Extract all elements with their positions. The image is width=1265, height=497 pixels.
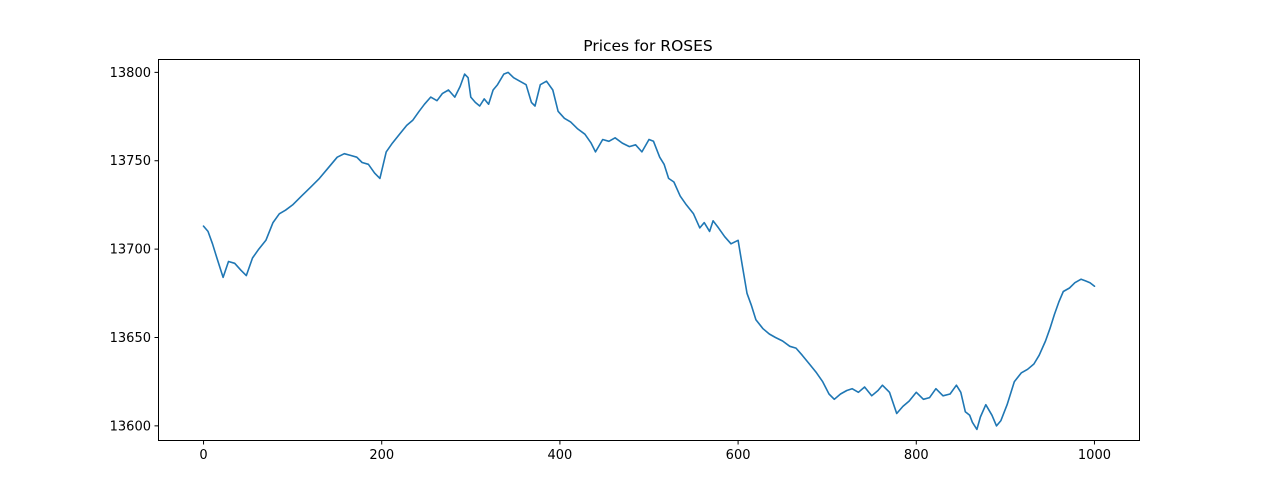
x-tick-label: 600 <box>726 448 751 463</box>
y-tick-label: 13800 <box>110 66 151 81</box>
chart-title: Prices for ROSES <box>583 37 713 55</box>
price-series-line <box>202 71 1096 431</box>
x-tick-label: 400 <box>547 448 572 463</box>
plot-area <box>202 71 1096 431</box>
axis-ticks: 0 200 400 600 800 1000 13600 13650 13700 13750 138… <box>110 66 1111 463</box>
y-tick-label: 13700 <box>110 243 151 258</box>
x-tick-label: 0 <box>199 448 207 463</box>
x-tick-label: 800 <box>904 448 929 463</box>
y-tick-label: 13600 <box>110 419 151 434</box>
x-tick-label: 200 <box>369 448 394 463</box>
x-tick-label: 1000 <box>1078 448 1111 463</box>
axes-frame <box>158 59 1140 441</box>
y-tick-label: 13750 <box>110 154 151 169</box>
y-tick-label: 13650 <box>110 331 151 346</box>
